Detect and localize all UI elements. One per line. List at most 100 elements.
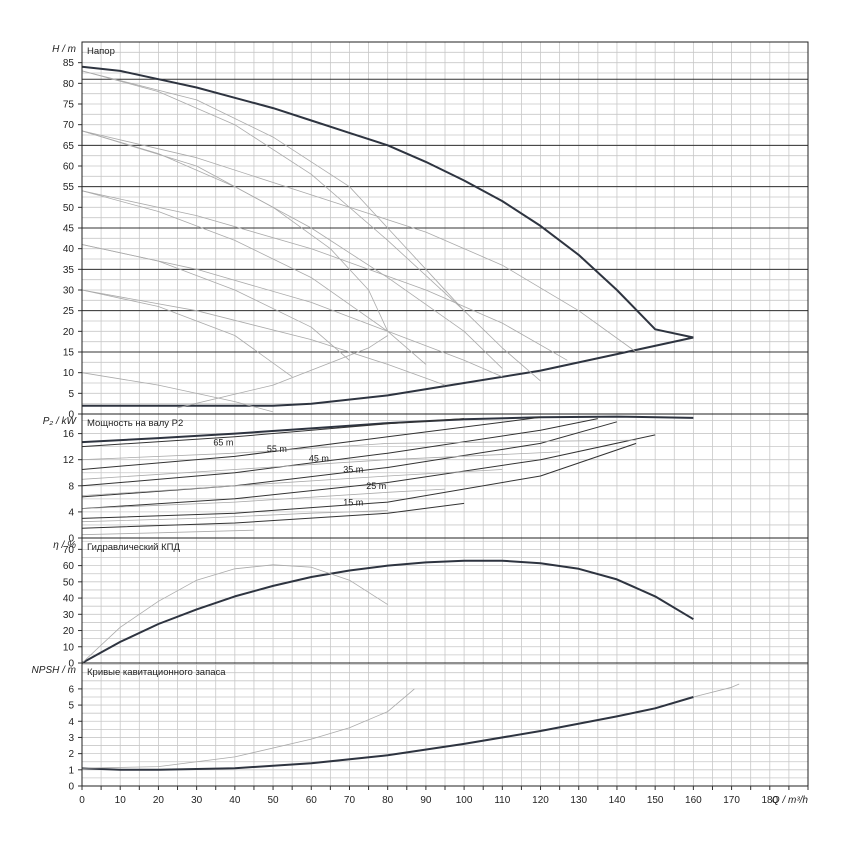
y-axis-label: η / %: [53, 540, 76, 551]
y-tick-label: 25: [63, 306, 75, 317]
y-tick-label: 8: [68, 481, 74, 492]
y-tick-label: 60: [63, 162, 75, 173]
curve: [81, 559, 694, 664]
curve-annotation: 15 m: [343, 497, 363, 507]
curve-annotation: 55 m: [267, 444, 287, 454]
y-tick-label: 16: [63, 429, 75, 440]
y-tick-label: 40: [63, 594, 75, 605]
y-tick-label: 0: [68, 782, 74, 793]
y-tick-label: 0: [68, 410, 74, 421]
panel-title: Напор: [87, 46, 115, 57]
curve: [81, 502, 465, 529]
curve: [81, 688, 415, 769]
y-tick-label: 6: [68, 684, 74, 695]
curve: [177, 335, 388, 409]
curve: [81, 244, 503, 378]
panel-title: Кривые кавитационного запаса: [87, 667, 226, 678]
curve: [81, 488, 446, 509]
y-tick-label: 15: [63, 348, 75, 359]
curve: [81, 510, 388, 523]
curve: [82, 336, 694, 407]
curve: [81, 451, 560, 480]
y-tick-label: 60: [63, 561, 75, 572]
y-tick-label: 85: [63, 58, 75, 69]
x-tick-label: 30: [191, 795, 203, 806]
panel-head: 0 5 10 15 20 25 30 35 40 45 50 55 60 65 70 75 80 85 H / m Н…: [52, 41, 809, 421]
curve: [81, 65, 694, 339]
x-tick-label: 50: [267, 795, 279, 806]
y-tick-label: 12: [63, 455, 75, 466]
curve-annotation: 65 m: [213, 437, 233, 447]
x-tick-label: 20: [153, 795, 165, 806]
y-tick-label: 10: [63, 642, 75, 653]
y-tick-label: 4: [68, 717, 74, 728]
y-tick-label: 70: [63, 545, 75, 556]
x-tick-label: 80: [382, 795, 394, 806]
y-tick-label: 0: [68, 534, 74, 545]
y-tick-label: 5: [68, 389, 74, 400]
panel-power: 0 4 8 12 16 P₂ / kW Мощность на валу P2 65 m 55 …: [43, 413, 809, 545]
x-axis: 0 10 20 30 40 50 60 70 80 90 100 110 120 130 140 150 160…: [79, 786, 809, 806]
y-axis-label: NPSH / m: [32, 665, 76, 676]
curve: [81, 418, 598, 487]
curve: [81, 130, 389, 332]
x-tick-label: 120: [532, 795, 549, 806]
panel-npsh: 0 1 2 3 4 5 6 NPSH / m Кривые кавитационного зап…: [32, 662, 809, 793]
x-tick-label: 70: [344, 795, 356, 806]
panel-title: Мощность на валу P2: [87, 418, 183, 429]
panel-efficiency: 0 10 20 30 40 50 60 70η / % Гидравлический КПД: [53, 537, 809, 670]
y-tick-label: 0: [68, 659, 74, 670]
x-tick-label: 10: [115, 795, 127, 806]
y-tick-label: 1: [68, 765, 74, 776]
x-tick-label: 40: [229, 795, 241, 806]
curve: [81, 190, 568, 361]
x-axis-label: Q / m³/h: [772, 795, 809, 806]
x-tick-label: 100: [456, 795, 473, 806]
x-tick-label: 140: [609, 795, 626, 806]
x-tick-label: 0: [79, 795, 85, 806]
y-axis-label: P₂ / kW: [43, 416, 78, 427]
curve: [693, 683, 740, 698]
curve: [81, 696, 694, 771]
curve: [81, 289, 446, 386]
curve: [81, 439, 637, 461]
curve: [81, 421, 618, 498]
curve-annotation: 45 m: [309, 454, 329, 464]
curve: [81, 564, 388, 664]
x-tick-label: 130: [570, 795, 587, 806]
curve-annotation: 25 m: [366, 481, 386, 491]
y-tick-label: 50: [63, 577, 75, 588]
y-tick-label: 30: [63, 286, 75, 297]
curve: [81, 130, 637, 353]
curve: [81, 130, 503, 369]
x-tick-label: 180: [761, 795, 778, 806]
curve: [81, 434, 656, 510]
y-tick-label: 55: [63, 182, 75, 193]
y-tick-label: 45: [63, 224, 75, 235]
y-tick-label: 10: [63, 368, 75, 379]
curve: [81, 442, 637, 519]
y-tick-label: 2: [68, 749, 74, 760]
x-tick-label: 160: [685, 795, 702, 806]
y-tick-label: 4: [68, 507, 74, 518]
curve-annotation: 35 m: [343, 465, 363, 475]
curve: [81, 372, 274, 413]
y-tick-label: 30: [63, 610, 75, 621]
x-tick-label: 60: [306, 795, 318, 806]
y-axis-label: H / m: [52, 44, 76, 55]
curve: [81, 289, 293, 378]
x-tick-label: 170: [723, 795, 740, 806]
y-tick-label: 50: [63, 203, 75, 214]
x-tick-label: 110: [494, 795, 510, 806]
y-tick-label: 35: [63, 265, 75, 276]
curve: [81, 418, 465, 448]
curve: [81, 415, 694, 444]
curve: [81, 190, 427, 365]
curve: [81, 70, 465, 311]
panel-title: Гидравлический КПД: [87, 542, 180, 553]
curve: [81, 416, 541, 470]
y-tick-label: 75: [63, 100, 75, 111]
y-tick-label: 5: [68, 701, 74, 712]
y-tick-label: 70: [63, 120, 75, 131]
